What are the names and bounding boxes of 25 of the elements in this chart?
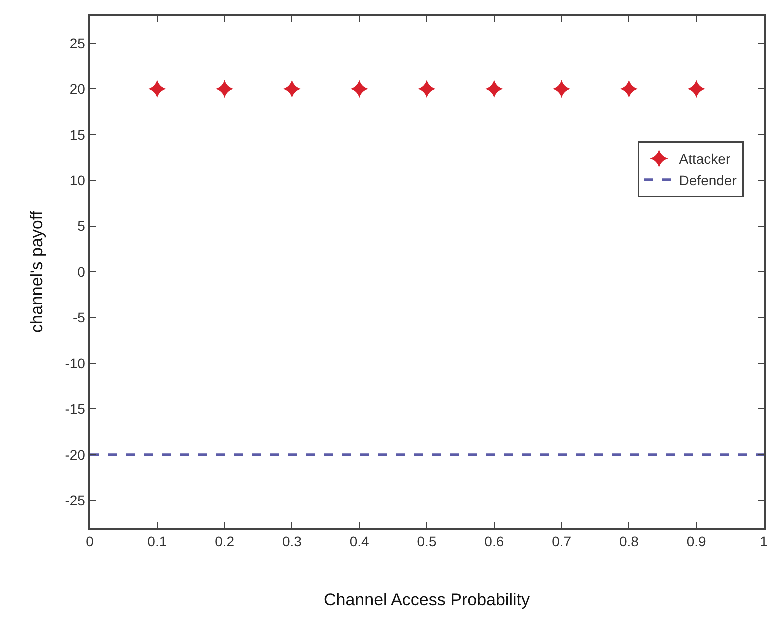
- y-tick-label: 20: [70, 81, 86, 98]
- x-tick-label: 0.8: [619, 534, 640, 550]
- y-tick-label: -15: [65, 401, 86, 418]
- y-axis-title: channel's payoff: [27, 210, 46, 334]
- y-tick-label: 25: [70, 35, 86, 52]
- y-tick-label: -20: [65, 446, 86, 463]
- y-tick-label: 10: [70, 172, 86, 188]
- legend-label: Attacker: [679, 151, 731, 168]
- x-tick-label: 0.5: [417, 534, 437, 550]
- y-tick-label: -25: [65, 492, 86, 508]
- x-axis-title: Channel Access Probability: [324, 590, 530, 610]
- y-tick-label: -10: [65, 355, 86, 372]
- y-tick-label: 5: [78, 218, 86, 234]
- x-tick-label: 0.9: [686, 534, 707, 550]
- x-tick-label: 0.7: [552, 534, 572, 550]
- y-tick-label: -5: [72, 310, 86, 326]
- x-tick-label: 0.6: [484, 534, 504, 550]
- x-tick-label: 0.2: [215, 534, 235, 550]
- x-tick-label: 0.1: [148, 534, 168, 550]
- y-tick-label: 15: [70, 126, 86, 143]
- legend-label: Defender: [679, 172, 738, 188]
- x-tick-label: 0.3: [282, 534, 302, 550]
- x-tick-label: 1: [760, 534, 768, 550]
- y-tick-label: 0: [78, 264, 86, 280]
- x-tick-label: 0.4: [350, 534, 370, 550]
